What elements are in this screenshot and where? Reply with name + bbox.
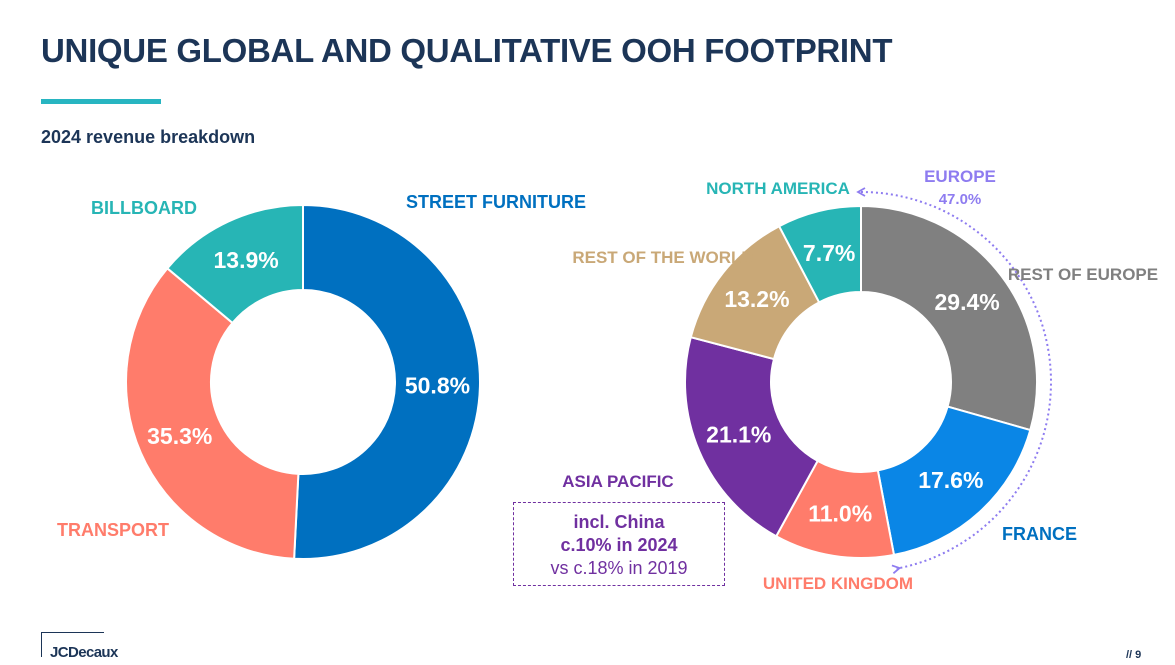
callout-line-1: incl. China	[573, 512, 665, 532]
chart-subtitle: 2024 revenue breakdown	[41, 127, 256, 147]
value-label-rest-of-the-world: 13.2%	[724, 286, 789, 312]
page-title: UNIQUE GLOBAL AND QUALITATIVE OOH FOOTPR…	[41, 32, 893, 69]
label-europe: EUROPE	[924, 167, 996, 186]
label-europe-value: 47.0%	[939, 191, 982, 208]
value-label-united-kingdom: 11.0%	[808, 500, 872, 526]
label-billboard: BILLBOARD	[91, 198, 197, 218]
label-rest-of-europe: REST OF EUROPE	[1008, 265, 1158, 284]
jcdecaux-logo: JCDecaux	[41, 632, 141, 661]
segment-donut-chart: 50.8% 35.3% 13.9%	[125, 203, 482, 560]
europe-bracket-arc	[856, 187, 1053, 575]
china-callout-box: incl. China c.10% in 2024 vs c.18% in 20…	[513, 502, 725, 586]
slice-asia-pacific	[684, 335, 819, 538]
value-label-street-furniture: 50.8%	[405, 372, 470, 398]
label-france: FRANCE	[1002, 524, 1077, 544]
label-united-kingdom: UNITED KINGDOM	[763, 574, 913, 593]
title-underline	[41, 99, 161, 104]
value-label-rest-of-europe: 29.4%	[934, 289, 999, 315]
slice-rest-of-europe	[860, 204, 1038, 432]
value-label-billboard: 13.9%	[214, 247, 279, 273]
callout-line-2: c.10% in 2024	[560, 535, 678, 555]
slice-billboard	[165, 203, 304, 325]
value-label-north-america: 7.7%	[803, 240, 855, 266]
label-north-america: NORTH AMERICA	[706, 179, 850, 198]
slice-street-furniture	[293, 203, 482, 560]
page-number: // 9	[1126, 649, 1142, 661]
label-asia-pacific: ASIA PACIFIC	[562, 472, 673, 491]
callout-line-3: vs c.18% in 2019	[550, 558, 688, 578]
logo-text: JCDecaux	[50, 644, 118, 661]
label-street-furniture: STREET FURNITURE	[406, 192, 586, 212]
value-label-asia-pacific: 21.1%	[706, 421, 771, 447]
label-transport: TRANSPORT	[57, 520, 169, 540]
slice-transport	[125, 266, 300, 560]
value-label-france: 17.6%	[918, 467, 983, 493]
geography-donut-chart: 29.4% 17.6% 11.0% 21.1% 13.2% 7.7%	[684, 204, 1038, 559]
logo-corner-mark	[41, 632, 104, 657]
label-rest-of-the-world: REST OF THE WORLD	[572, 248, 753, 267]
value-label-transport: 35.3%	[147, 423, 212, 449]
